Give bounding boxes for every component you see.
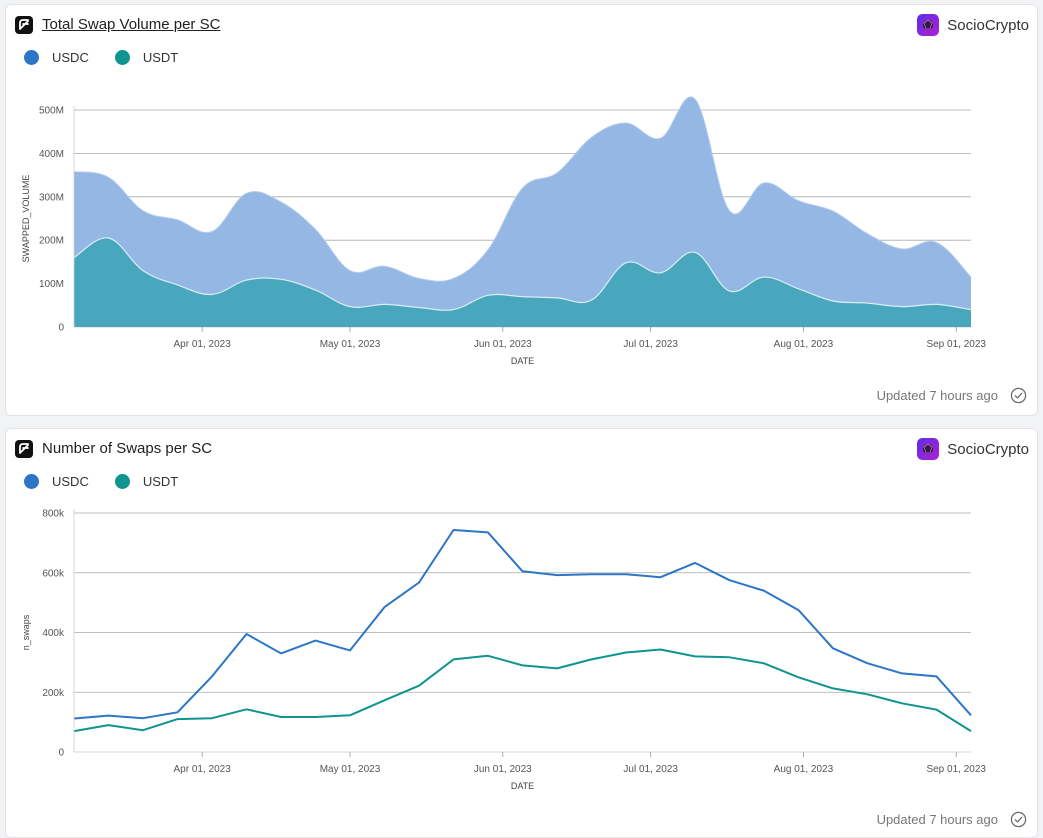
- x-tick-label: May 01, 2023: [320, 764, 381, 775]
- legend-item-usdt[interactable]: USDT: [114, 474, 179, 489]
- x-tick-label: Sep 01, 2023: [926, 339, 986, 350]
- y-tick-label: 800k: [42, 509, 65, 520]
- legend-label-usdt: USDT: [142, 50, 179, 65]
- brand-avatar-icon: [917, 14, 940, 36]
- legend-dot-usdc: [24, 50, 39, 65]
- y-tick-label: 100M: [39, 279, 64, 290]
- card-header: Total Swap Volume per SC SocioCrypto: [14, 14, 1029, 36]
- y-tick-label: 0: [58, 323, 64, 334]
- x-tick-label: Aug 01, 2023: [774, 339, 834, 350]
- chart-title[interactable]: Total Swap Volume per SC: [42, 16, 221, 33]
- legend-item-usdt[interactable]: USDT: [114, 50, 179, 65]
- x-axis-title: DATE: [511, 781, 534, 791]
- y-tick-label: 200k: [42, 688, 65, 699]
- brand-name: SocioCrypto: [947, 16, 1029, 34]
- chart-legend: USDC USDT: [24, 474, 204, 489]
- check-circle-icon: [1010, 811, 1027, 828]
- card-header: Number of Swaps per SC SocioCrypto: [14, 438, 1029, 460]
- brand-link[interactable]: SocioCrypto: [917, 438, 1029, 460]
- y-tick-label: 600k: [42, 568, 65, 579]
- area-usdc: [74, 96, 971, 311]
- x-tick-label: Sep 01, 2023: [926, 764, 986, 775]
- x-tick-label: Jun 01, 2023: [474, 339, 532, 350]
- flipside-logo-icon: [15, 440, 33, 458]
- y-tick-label: 200M: [39, 236, 64, 247]
- card-footer: Updated 7 hours ago: [877, 811, 1027, 828]
- legend-dot-usdt: [114, 50, 130, 65]
- updated-status: Updated 7 hours ago: [876, 812, 998, 827]
- x-tick-label: Aug 01, 2023: [774, 764, 834, 775]
- y-tick-label: 400k: [42, 628, 65, 639]
- x-tick-label: Jul 01, 2023: [623, 339, 678, 350]
- legend-label-usdc: USDC: [52, 50, 89, 65]
- series-line-usdt: [73, 648, 972, 733]
- chart-title: Number of Swaps per SC: [42, 440, 213, 457]
- y-tick-label: 0: [58, 748, 64, 759]
- series-line-usdc: [73, 529, 972, 720]
- brand-name: SocioCrypto: [947, 440, 1029, 458]
- legend-item-usdc[interactable]: USDC: [24, 474, 89, 489]
- brand-link[interactable]: SocioCrypto: [917, 14, 1029, 36]
- legend-label-usdc: USDC: [52, 474, 89, 489]
- brand-avatar-icon: [917, 438, 940, 460]
- y-tick-label: 400M: [39, 149, 64, 160]
- y-tick-label: 500M: [39, 106, 64, 117]
- x-tick-label: Apr 01, 2023: [174, 764, 232, 775]
- check-circle-icon: [1010, 387, 1027, 404]
- area-usdt: [74, 237, 971, 327]
- updated-status: Updated 7 hours ago: [876, 388, 998, 403]
- card-footer: Updated 7 hours ago: [877, 387, 1027, 404]
- x-tick-label: May 01, 2023: [320, 339, 381, 350]
- flipside-logo-icon: [15, 16, 33, 34]
- y-tick-label: 300M: [39, 192, 64, 203]
- legend-dot-usdt: [114, 474, 130, 489]
- area-usdt-edge: [73, 237, 972, 311]
- x-axis-title: DATE: [511, 356, 534, 366]
- swaps-card: Number of Swaps per SC SocioCrypto USDC …: [5, 428, 1038, 838]
- x-tick-label: Apr 01, 2023: [174, 339, 232, 350]
- chart-legend: USDC USDT: [24, 50, 204, 65]
- x-tick-label: Jul 01, 2023: [623, 764, 678, 775]
- area-usdc-edge: [73, 96, 972, 282]
- volume-card: Total Swap Volume per SC SocioCrypto USD…: [5, 4, 1038, 416]
- swap-volume-chart[interactable]: 0 100M 200M 300M 400M 500M Apr 01, 2023 May 01,…: [6, 5, 1039, 385]
- swap-count-chart[interactable]: 0 200k 400k 600k 800k Apr 01, 2023 May 01, 202…: [6, 429, 1039, 809]
- legend-item-usdc[interactable]: USDC: [24, 50, 89, 65]
- legend-dot-usdc: [24, 474, 39, 489]
- y-axis-title: SWAPPED_VOLUME: [21, 175, 31, 263]
- x-tick-label: Jun 01, 2023: [474, 764, 532, 775]
- legend-label-usdt: USDT: [142, 474, 179, 489]
- y-axis-title: n_swaps: [21, 614, 31, 650]
